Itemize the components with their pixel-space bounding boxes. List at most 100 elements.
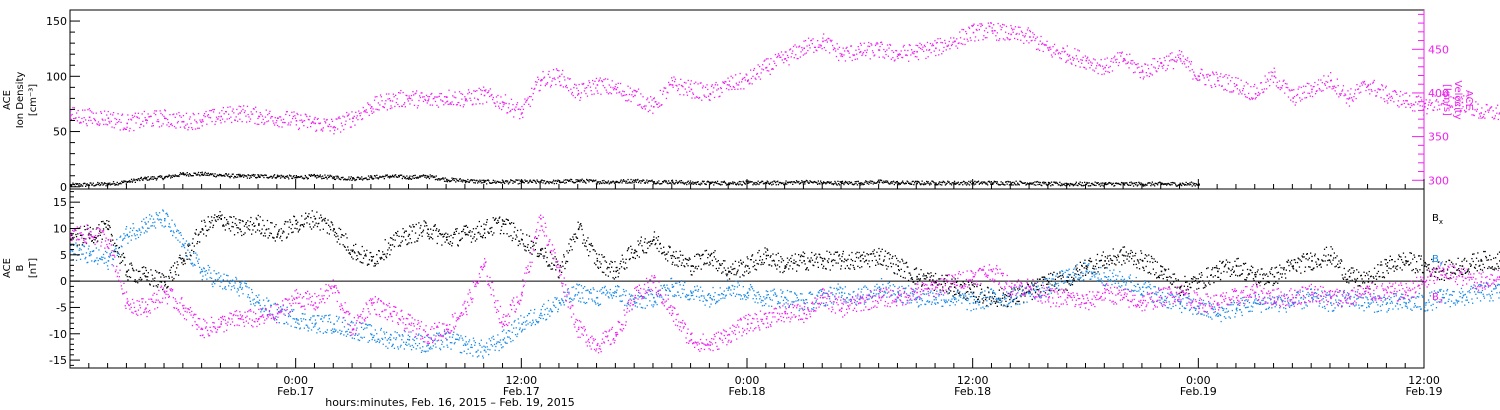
data-point <box>560 181 562 184</box>
data-point <box>120 183 122 185</box>
data-point <box>718 183 720 185</box>
data-point <box>753 182 755 184</box>
data-point <box>528 103 530 105</box>
data-point <box>646 242 648 244</box>
data-point <box>327 174 329 177</box>
data-point <box>1112 182 1114 184</box>
data-point <box>306 176 308 179</box>
data-point <box>359 261 361 263</box>
data-point <box>75 236 78 238</box>
data-point <box>263 224 265 227</box>
data-point <box>336 241 338 243</box>
data-point <box>764 59 766 61</box>
data-point <box>911 49 913 51</box>
data-point-velocity-75 <box>1480 112 1482 114</box>
data-point <box>726 84 728 86</box>
data-point <box>851 183 853 185</box>
data-point <box>560 266 562 268</box>
data-point <box>620 179 622 181</box>
data-point <box>653 98 655 100</box>
data-point <box>1224 88 1226 90</box>
data-point <box>1074 184 1076 186</box>
data-point <box>443 180 446 182</box>
data-point <box>206 229 208 231</box>
data-point <box>495 217 497 219</box>
data-point <box>855 182 857 185</box>
data-point <box>1452 97 1454 99</box>
data-point <box>848 181 850 183</box>
data-point <box>213 175 215 177</box>
data-point <box>486 179 488 181</box>
data-point <box>707 88 709 91</box>
data-point <box>948 181 950 183</box>
data-point <box>467 178 469 181</box>
data-point <box>882 260 885 262</box>
data-point <box>550 268 552 270</box>
data-point <box>170 123 172 126</box>
data-point <box>207 216 209 218</box>
data-point <box>441 244 443 246</box>
data-point <box>355 117 358 119</box>
data-point <box>476 90 478 92</box>
data-point <box>1089 67 1091 69</box>
data-point <box>365 177 367 179</box>
data-point <box>570 245 572 248</box>
data-point <box>76 120 79 122</box>
data-point <box>680 84 683 87</box>
data-point <box>446 181 449 183</box>
data-point <box>505 223 507 225</box>
data-point <box>337 176 340 178</box>
data-point <box>848 267 850 269</box>
data-point <box>294 115 296 117</box>
data-point <box>674 183 676 185</box>
data-point <box>997 183 999 185</box>
data-point <box>1000 181 1002 183</box>
data-point <box>1129 62 1132 64</box>
data-point <box>504 94 507 96</box>
data-point <box>504 102 506 104</box>
data-point <box>139 126 141 129</box>
data-point <box>885 180 887 182</box>
data-point <box>816 182 818 184</box>
data-point <box>853 266 855 269</box>
data-point <box>1133 62 1135 64</box>
data-point <box>415 92 417 94</box>
data-point <box>675 179 677 182</box>
data-point <box>620 93 622 95</box>
data-point <box>528 180 531 182</box>
data-point-ion-density-13 <box>333 176 335 179</box>
data-point <box>144 176 146 178</box>
data-point <box>433 225 435 227</box>
data-point <box>464 225 467 227</box>
data-point <box>1311 95 1314 98</box>
data-point <box>726 275 728 277</box>
data-point <box>598 80 600 82</box>
data-point <box>1143 184 1145 186</box>
data-point <box>282 118 285 120</box>
data-point <box>1333 85 1335 87</box>
data-point <box>1422 109 1424 111</box>
data-point <box>109 226 111 229</box>
data-point <box>1337 85 1339 87</box>
data-point <box>412 226 415 228</box>
data-point <box>927 287 929 289</box>
data-point <box>786 181 789 183</box>
data-point <box>1218 84 1220 86</box>
data-point <box>859 184 862 186</box>
data-point <box>616 86 619 89</box>
data-point <box>735 183 737 185</box>
data-point <box>145 267 147 269</box>
data-point <box>826 39 828 41</box>
data-point <box>1250 86 1252 88</box>
data-point <box>1139 184 1141 186</box>
data-point <box>1354 89 1357 91</box>
data-point <box>958 292 960 294</box>
data-point <box>361 176 363 178</box>
data-point <box>1254 98 1256 100</box>
data-point <box>360 253 362 256</box>
data-point <box>929 184 931 186</box>
data-point <box>1239 89 1241 91</box>
data-point <box>120 256 122 258</box>
data-point <box>815 181 817 184</box>
data-point <box>220 122 222 124</box>
